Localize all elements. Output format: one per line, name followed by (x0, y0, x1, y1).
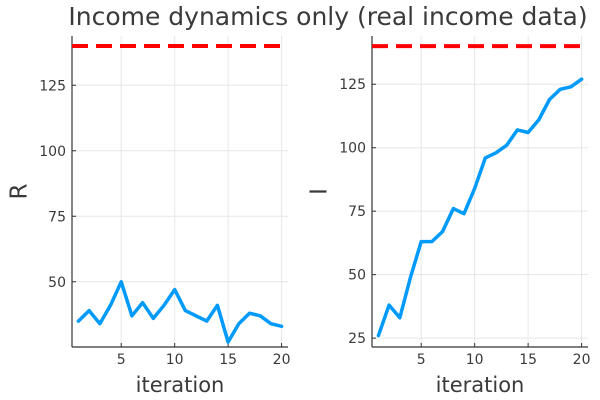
right-panel-I: 5 10 15 20 25 50 75 100 125 iteration I (307, 36, 591, 397)
y-tick-label: 75 (348, 204, 366, 220)
y-tick-label: 100 (39, 144, 66, 160)
y-tick-label: 125 (39, 78, 66, 94)
x-tick-label: 10 (466, 352, 484, 368)
x-axis-label: iteration (436, 373, 525, 397)
chart-title: Income dynamics only (real income data) (68, 2, 587, 31)
y-tick-label: 100 (339, 141, 366, 157)
x-tick-label: 15 (519, 352, 537, 368)
y-tick-label: 50 (48, 275, 66, 291)
x-tick-label: 20 (273, 352, 291, 368)
y-tick-label: 50 (348, 268, 366, 284)
x-tick-label: 10 (166, 352, 184, 368)
x-axis-label: iteration (136, 373, 225, 397)
x-tick-label: 20 (573, 352, 591, 368)
x-tick-label: 5 (117, 352, 126, 368)
y-tick-label: 125 (339, 77, 366, 93)
series-line (76, 280, 284, 344)
y-axis-label: I (307, 188, 333, 195)
y-tick-label: 75 (48, 209, 66, 225)
left-panel-R: 5 10 15 20 50 75 100 125 iteration R (7, 36, 291, 397)
x-tick-label: 5 (417, 352, 426, 368)
series-line (376, 77, 584, 338)
y-axis-label: R (7, 183, 33, 199)
x-tick-label: 15 (219, 352, 237, 368)
y-tick-label: 25 (348, 331, 366, 347)
